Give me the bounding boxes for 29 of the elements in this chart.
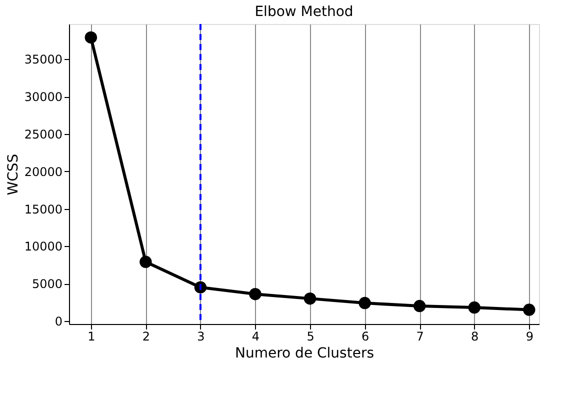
point — [140, 256, 152, 268]
x-tick-label: 5 — [306, 330, 314, 344]
x-tick-label: 1 — [88, 330, 96, 344]
point — [194, 281, 207, 294]
x-tick-label: 4 — [252, 330, 260, 344]
y-tick-label: 5000 — [32, 277, 62, 292]
y-tick-label: 15000 — [24, 202, 62, 216]
x-tick-label: 7 — [416, 330, 424, 344]
chart-title: Elbow Method — [254, 4, 354, 20]
x-tick-label: 8 — [471, 330, 479, 344]
point — [84, 31, 98, 44]
x-tick-label: 6 — [361, 330, 370, 344]
point — [358, 296, 371, 310]
y-tick-label: 25000 — [24, 127, 62, 142]
x-axis-title: Numero de Clusters — [235, 346, 374, 362]
point — [413, 300, 426, 312]
y-axis-title: WCSS — [5, 154, 22, 196]
y-tick-label: 10000 — [24, 240, 62, 254]
x-tick-label: 2 — [142, 330, 150, 344]
point — [304, 292, 316, 305]
point — [249, 288, 262, 300]
y-tick-label: 0 — [54, 314, 62, 329]
y-tick-label: 20000 — [24, 164, 62, 179]
point — [523, 304, 536, 316]
point — [468, 301, 480, 314]
x-tick-label: 3 — [197, 330, 205, 344]
y-tick-label: 35000 — [24, 52, 62, 67]
x-tick-label: 9 — [526, 330, 534, 344]
y-tick-label: 30000 — [24, 90, 62, 104]
